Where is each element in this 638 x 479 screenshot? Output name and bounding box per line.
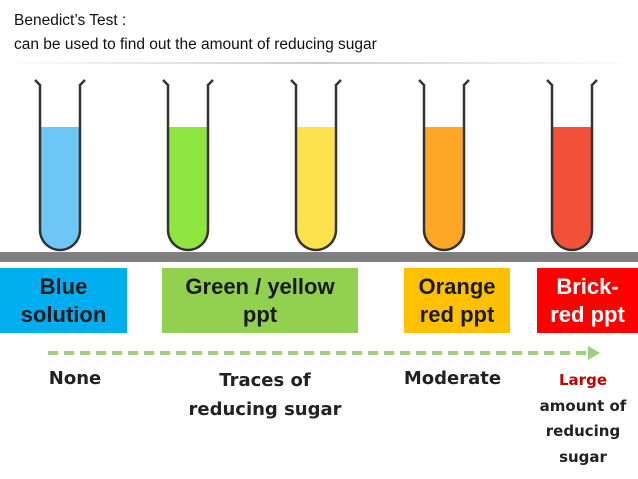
label-box: Green / yellow ppt xyxy=(162,268,358,333)
text-line: ppt xyxy=(242,301,278,327)
text-line: Orange xyxy=(418,273,496,299)
liquid xyxy=(41,127,79,249)
test-tube xyxy=(162,79,214,252)
amount: None xyxy=(30,368,120,389)
liquid xyxy=(169,127,207,249)
text-line: Large xyxy=(559,371,607,389)
text-line: sugar xyxy=(559,447,607,466)
liquid xyxy=(297,127,335,249)
subtitle: can be used to find out the amount of re… xyxy=(14,36,377,53)
text-line: red ppt xyxy=(550,301,625,327)
label-box: Orange red ppt xyxy=(404,268,510,333)
text-line: None xyxy=(48,368,102,389)
test-tube xyxy=(34,79,86,252)
text-line: Green / yellow xyxy=(185,273,335,299)
test-tube xyxy=(290,79,342,252)
arrow-head xyxy=(588,346,600,360)
amount: Large amount of reducing sugar xyxy=(528,368,638,470)
text-line: Brick- xyxy=(556,273,619,299)
text-line: Moderate xyxy=(403,368,502,389)
text-line: solution xyxy=(20,301,107,327)
text-line: reducing xyxy=(545,422,621,440)
test-tube xyxy=(546,79,598,252)
text-line: reducing sugar xyxy=(188,399,342,420)
text-line: amount of xyxy=(539,396,627,415)
liquid xyxy=(553,127,591,249)
amount: Traces of reducing sugar xyxy=(175,366,355,424)
label-box: Blue solution xyxy=(0,268,127,333)
separator xyxy=(0,62,638,64)
text-line: Blue xyxy=(39,273,88,299)
rack xyxy=(0,252,638,262)
title: Benedict’s Test : xyxy=(14,12,127,29)
text-line: Traces of xyxy=(219,370,311,391)
amount: Moderate xyxy=(395,368,510,389)
test-tube xyxy=(418,79,470,252)
liquid xyxy=(425,127,463,249)
label-box: Brick-red ppt xyxy=(537,268,638,333)
text-line: red ppt xyxy=(419,301,495,327)
